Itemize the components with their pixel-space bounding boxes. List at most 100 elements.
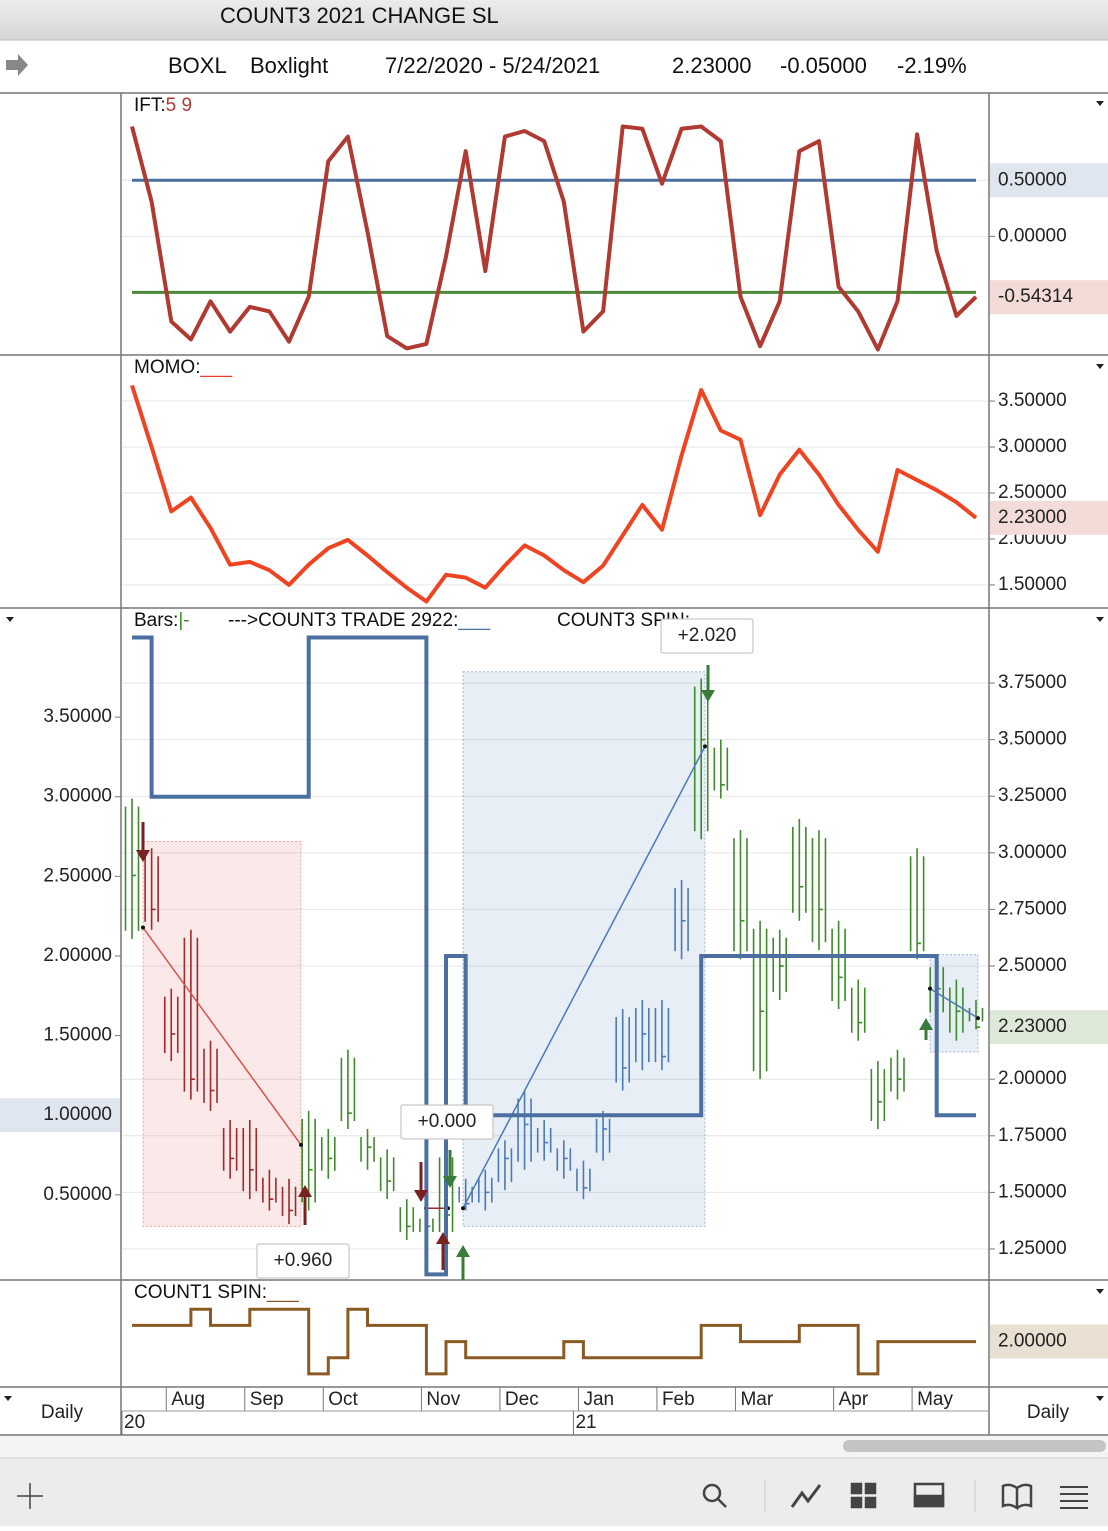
tick-label: 1.50000 [998, 574, 1067, 595]
tick-label: 2.50000 [43, 865, 112, 886]
trade-line [142, 927, 302, 1146]
panel-title: IFT:5 9 [134, 95, 192, 116]
tick-label: 3.50000 [998, 390, 1067, 411]
legend-name: COUNT3 SPIN: [557, 610, 690, 631]
tick-label: 2.00000 [43, 945, 112, 966]
toolbar-icons[interactable] [17, 1480, 1088, 1512]
current-value-label: 1.00000 [43, 1104, 112, 1125]
current-value-label: 2.23000 [998, 507, 1067, 528]
signal-arrow-head [436, 1232, 450, 1244]
tick-label: 3.00000 [998, 436, 1067, 457]
tick-label: 0.50000 [43, 1184, 112, 1205]
x-tick-label: May [917, 1389, 953, 1410]
step-line [132, 1307, 976, 1376]
frame [0, 92, 1108, 1436]
x-tick-label: Apr [839, 1389, 869, 1410]
trade-point [928, 986, 932, 991]
tick-label: 3.50000 [43, 706, 112, 727]
x-tick-label: Aug [171, 1389, 205, 1410]
current-value-label: 2.00000 [998, 1331, 1067, 1352]
trade-label-box [256, 1243, 350, 1279]
toolbar [0, 1458, 1108, 1526]
signal-arrow-head [414, 1190, 428, 1202]
x-tick-label: Mar [740, 1389, 773, 1410]
x-tick-label: Sep [250, 1389, 284, 1410]
panel-title-part: MOMO: [134, 357, 201, 378]
tick-label: 0.50000 [998, 169, 1067, 190]
signal-arrow-head [456, 1245, 470, 1257]
legend-entry: --->COUNT3 TRADE 2922:___ [228, 610, 490, 631]
tick-label: 3.00000 [998, 842, 1067, 863]
tick-highlight [990, 163, 1108, 198]
trade-line [462, 746, 706, 1209]
indicator-line [130, 124, 978, 352]
period-right[interactable]: Daily [1027, 1402, 1070, 1423]
panel-title-part: |- [178, 610, 189, 631]
trade-label-box [660, 618, 754, 654]
company-name: Boxlight [250, 53, 328, 78]
tick-label: 1.75000 [998, 1125, 1067, 1146]
price-change: -0.05000 [780, 53, 867, 78]
tick-label: 0.00000 [998, 225, 1067, 246]
trade-label: +0.000 [418, 1111, 477, 1132]
tick-label: 1.50000 [998, 1181, 1067, 1202]
x-year-label: 20 [124, 1412, 145, 1433]
trade-box [462, 671, 706, 1227]
trade-label: +2.020 [678, 625, 737, 646]
tick-label: 3.00000 [43, 786, 112, 807]
panel-menus[interactable] [4, 101, 1104, 1401]
signal-arrow-head [919, 1018, 933, 1030]
current-value-box [990, 1010, 1108, 1045]
trade-label-box [400, 1104, 494, 1140]
x-tick-label: Dec [505, 1389, 539, 1410]
panel-title: MOMO:___ [134, 357, 233, 378]
current-value-box [990, 280, 1108, 315]
plot [130, 384, 978, 604]
trade-state-line [132, 635, 976, 1277]
x-year-label: 21 [575, 1412, 596, 1433]
scrollbar[interactable] [843, 1440, 1106, 1452]
panel-title-part: Bars: [134, 610, 178, 631]
panel-title-part: COUNT1 SPIN: [134, 1282, 267, 1303]
tick-label: 1.50000 [43, 1025, 112, 1046]
current-value-label: -0.54314 [998, 286, 1073, 307]
signal-arrow-head [136, 850, 150, 862]
trade-box [142, 840, 302, 1227]
panel-title-part: ___ [200, 357, 233, 378]
plot: +0.960 +0.000 +2.020 [124, 618, 984, 1280]
x-tick-label: Feb [662, 1389, 695, 1410]
indicator-line [130, 384, 978, 604]
tick-label: 2.50000 [998, 955, 1067, 976]
current-value-box [0, 1098, 120, 1133]
x-tick-label: Jan [583, 1389, 614, 1410]
tick-label: 1.25000 [998, 1238, 1067, 1259]
x-tick-label: Nov [426, 1389, 460, 1410]
tick-label: 3.50000 [998, 729, 1067, 750]
panel-title-part: IFT: [134, 95, 166, 116]
trade-point [703, 744, 707, 749]
nav-arrow[interactable] [6, 54, 28, 76]
tick-label: 2.75000 [998, 898, 1067, 919]
tick-label: 3.25000 [998, 785, 1067, 806]
window-title: COUNT3 2021 CHANGE SL [220, 3, 499, 28]
plot [132, 1307, 976, 1376]
tick-label: 2.50000 [998, 482, 1067, 503]
last-price: 2.23000 [672, 53, 752, 78]
panel-title: Bars:|- [134, 610, 190, 631]
current-value-label: 2.23000 [998, 1016, 1067, 1037]
legend-name: --->COUNT3 TRADE 2922: [228, 610, 458, 631]
percent-change: -2.19% [897, 53, 967, 78]
tick-label: 2.00000 [998, 1068, 1067, 1089]
panel-title-part: ___ [266, 1282, 299, 1303]
period-left[interactable]: Daily [41, 1402, 84, 1423]
signal-arrow-head [701, 690, 715, 702]
legend-swatch: ___ [457, 610, 490, 631]
trade-point [141, 925, 145, 930]
title-bar [0, 0, 1108, 40]
current-value-box [990, 1324, 1108, 1359]
panel-title-part: 5 9 [166, 95, 192, 116]
x-tick-label: Oct [328, 1389, 358, 1410]
symbol: BOXL [168, 53, 227, 78]
